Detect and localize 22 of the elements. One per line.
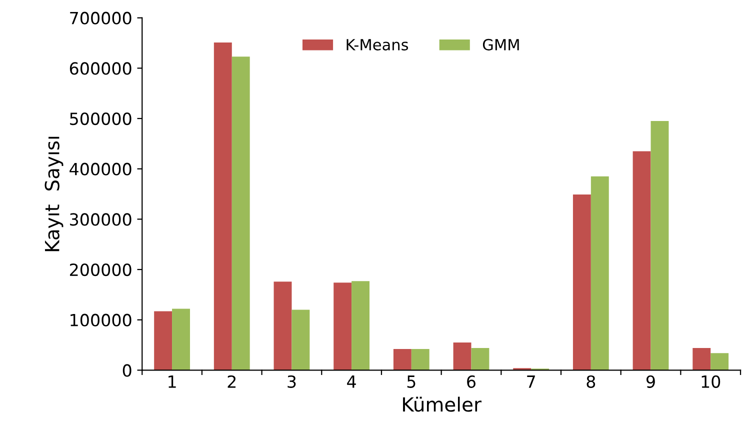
y-tick-label: 200000: [70, 263, 132, 276]
x-tick-label: 1: [168, 376, 176, 388]
legend-label: GMM: [482, 38, 519, 50]
y-tick-label: 400000: [70, 162, 132, 176]
x-tick-label: 5: [407, 376, 416, 388]
x-tick-label: 6: [467, 375, 476, 388]
legend-label: K-Means: [346, 39, 408, 50]
x-tick-label: 3: [288, 375, 296, 388]
y-tick-label: 300000: [70, 213, 132, 226]
x-tick-label: 2: [228, 375, 236, 388]
x-tick-label: 8: [586, 375, 596, 388]
x-tick-label: 4: [347, 376, 356, 388]
y-tick-label: 500000: [70, 112, 132, 126]
y-tick-label: 100000: [70, 314, 132, 326]
x-tick-label: 9: [646, 375, 655, 388]
x-tick-label: 10: [702, 375, 720, 388]
y-axis-title: Kayıt Sayısı: [44, 136, 64, 252]
y-tick-label: 0: [122, 364, 132, 377]
x-tick-label: 7: [527, 376, 535, 388]
y-tick-label: 600000: [70, 62, 132, 75]
y-tick-label: 700000: [70, 12, 132, 24]
x-axis-title: Kümeler: [403, 396, 482, 412]
